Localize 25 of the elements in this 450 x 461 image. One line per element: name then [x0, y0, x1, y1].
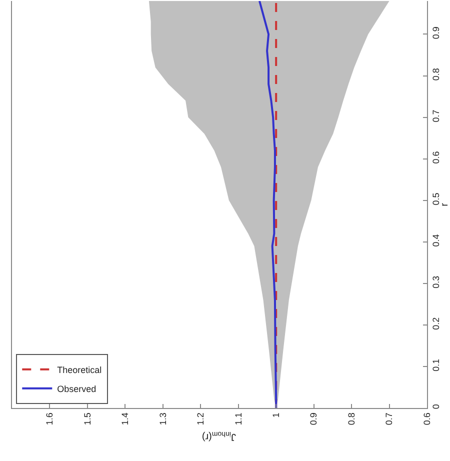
- legend-label: Observed: [57, 384, 96, 394]
- y-tick-label: 0.5: [430, 192, 441, 206]
- x-tick-label: 0.7: [384, 412, 394, 426]
- y-tick-label: 0: [430, 404, 441, 410]
- y-tick-label: 0.1: [430, 358, 441, 372]
- x-tick-label: 0.9: [308, 412, 319, 426]
- y-axis-title: r: [439, 202, 450, 206]
- y-tick-label: 0.9: [430, 26, 441, 40]
- x-tick-label: 0.6: [422, 412, 432, 426]
- x-tick-label: 1: [271, 412, 282, 418]
- x-tick-label: 1.2: [196, 412, 206, 426]
- y-tick-label: 0.4: [430, 234, 441, 247]
- y-tick-label: 0.8: [430, 68, 441, 81]
- legend-label: Theoretical: [57, 364, 102, 375]
- y-tick-label: 0.6: [430, 151, 441, 164]
- y-tick-label: 0.3: [430, 276, 441, 288]
- x-tick-label: 0.8: [346, 412, 356, 426]
- x-tick-label: 1.6: [44, 412, 55, 426]
- line-series: [258, 1, 278, 408]
- x-tick-label: 1.1: [233, 412, 244, 426]
- x-tick-label: 1.4: [120, 412, 130, 426]
- x-tick-label: 1.5: [82, 412, 92, 426]
- x-tick-label: 1.3: [158, 412, 168, 426]
- y-tick-label: 0.2: [430, 317, 441, 330]
- y-tick-label: 0.7: [430, 110, 441, 122]
